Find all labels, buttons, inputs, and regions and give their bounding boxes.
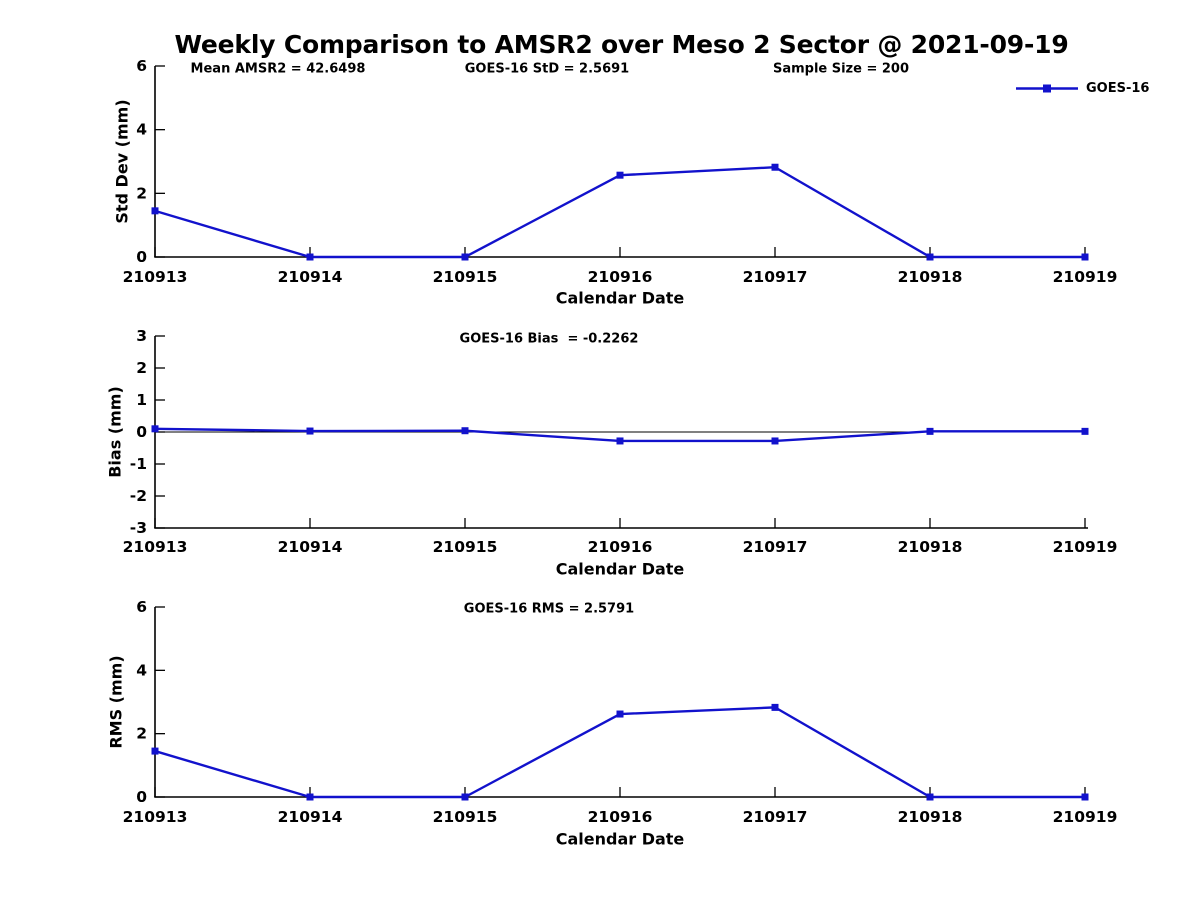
x-tick-label: 210913 (123, 538, 188, 556)
data-point-marker (926, 427, 934, 435)
x-tick-label: 210914 (278, 268, 343, 286)
data-point-marker (461, 793, 469, 801)
y-axis-label: Bias (mm) (106, 386, 125, 478)
series-line (154, 166, 1085, 259)
x-tick-label: 210919 (1053, 808, 1118, 826)
data-point-marker (616, 437, 624, 445)
x-tick-label: 210918 (898, 268, 963, 286)
data-point-marker (151, 207, 159, 215)
series-line (154, 706, 1085, 799)
data-point-marker (461, 427, 469, 435)
legend-label: GOES-16 (1086, 81, 1149, 96)
x-tick-label: 210915 (433, 808, 498, 826)
data-point-marker (1081, 253, 1089, 261)
y-tick-label: 2 (136, 184, 147, 202)
rms-chart: 0 2 4 6 210913 210914 210915 210916 210917 210918… (107, 598, 1118, 849)
x-tick-label: 210917 (743, 808, 808, 826)
legend-square-icon (1043, 84, 1051, 93)
x-tick-label: 210918 (898, 538, 963, 556)
data-point-marker (771, 703, 779, 711)
annotation-text: GOES-16 Bias = -0.2262 (460, 332, 639, 347)
x-tick-label: 210916 (588, 268, 653, 286)
y-tick-label: 4 (136, 661, 147, 679)
x-tick-label: 210914 (278, 538, 343, 556)
data-point-marker (306, 427, 314, 435)
data-point-marker (461, 253, 469, 261)
x-axis-label: Calendar Date (556, 289, 685, 308)
y-tick-label: 4 (136, 121, 147, 139)
data-point-marker (926, 253, 934, 261)
bias-chart: -3 -2 -1 0 1 2 3 210913 210914 210915 210916 210917… (106, 327, 1118, 579)
legend-goes16: GOES-16 (1016, 81, 1149, 96)
y-tick-label: 2 (136, 725, 147, 743)
y-tick-label: 0 (136, 248, 147, 266)
y-tick-label: 1 (136, 391, 147, 409)
data-point-marker (926, 793, 934, 801)
x-axis-label: Calendar Date (556, 560, 685, 579)
data-point-marker (306, 253, 314, 261)
y-tick-label: -3 (130, 519, 147, 537)
y-tick-label: 6 (136, 57, 147, 75)
x-tick-label: 210916 (588, 538, 653, 556)
page-title: Weekly Comparison to AMSR2 over Meso 2 S… (174, 30, 1069, 59)
x-tick-label: 210913 (123, 268, 188, 286)
annotation-text: Sample Size = 200 (773, 62, 909, 77)
x-tick-label: 210914 (278, 808, 343, 826)
x-tick-label: 210919 (1053, 538, 1118, 556)
data-point-marker (771, 163, 779, 171)
y-tick-label: -2 (130, 487, 147, 505)
x-tick-label: 210915 (433, 268, 498, 286)
data-point-marker (151, 425, 159, 433)
data-point-marker (1081, 793, 1089, 801)
data-point-marker (1081, 427, 1089, 435)
annotation-text: GOES-16 StD = 2.5691 (465, 62, 629, 77)
x-tick-label: 210915 (433, 538, 498, 556)
annotation-text: Mean AMSR2 = 42.6498 (191, 62, 366, 77)
data-point-marker (151, 747, 159, 755)
y-axis-label: RMS (mm) (107, 655, 126, 748)
x-tick-label: 210917 (743, 268, 808, 286)
x-tick-label: 210916 (588, 808, 653, 826)
data-point-marker (616, 710, 624, 718)
x-tick-label: 210919 (1053, 268, 1118, 286)
y-tick-label: 0 (136, 423, 147, 441)
data-point-marker (306, 793, 314, 801)
std-dev-chart: 0 2 4 6 210913 210914 210915 210916 210917 210918… (113, 57, 1150, 308)
x-tick-label: 210913 (123, 808, 188, 826)
y-tick-label: 6 (136, 598, 147, 616)
data-point-marker (616, 171, 624, 179)
y-tick-label: 3 (136, 327, 147, 345)
y-tick-label: -1 (130, 455, 147, 473)
x-tick-label: 210918 (898, 808, 963, 826)
y-tick-label: 0 (136, 788, 147, 806)
annotation-text: GOES-16 RMS = 2.5791 (464, 602, 634, 617)
y-tick-label: 2 (136, 359, 147, 377)
data-point-marker (771, 437, 779, 445)
y-axis-label: Std Dev (mm) (113, 99, 132, 223)
x-axis-label: Calendar Date (556, 830, 685, 849)
x-tick-label: 210917 (743, 538, 808, 556)
